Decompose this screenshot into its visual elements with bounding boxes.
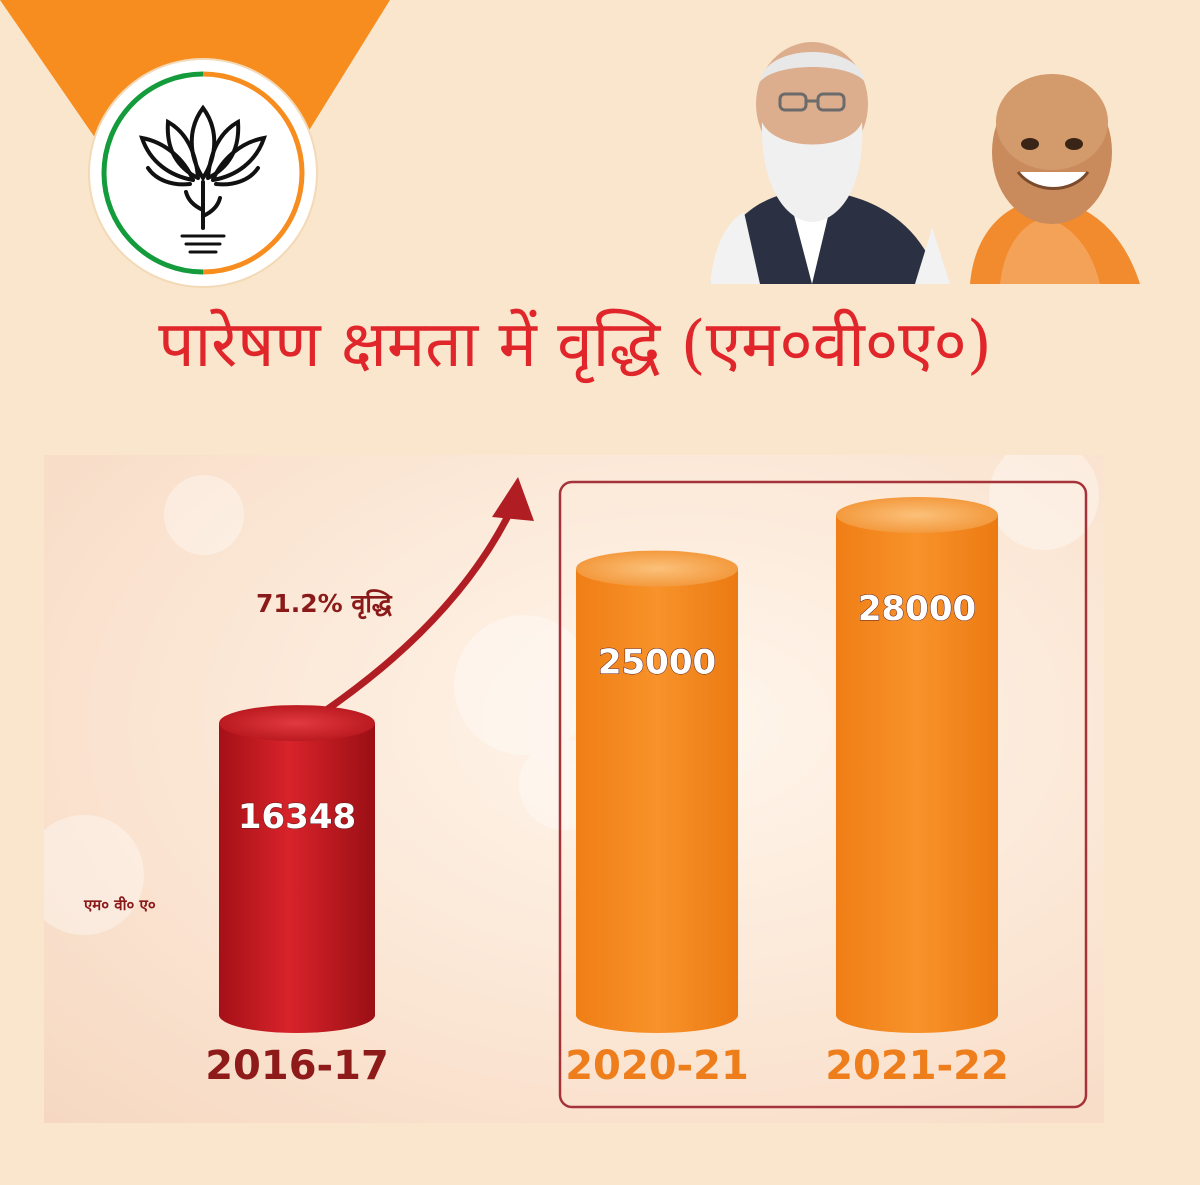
party-logo [90,60,316,286]
bar-2016-17 [219,723,375,1033]
unit-label: एम० वी० ए० [83,896,156,914]
bar-2020-21 [576,568,738,1033]
bar-top-2020-21 [576,550,738,587]
lotus-icon [139,104,267,254]
value-label-2020-21: 25000 [598,643,716,683]
leaders-photo [700,22,1170,284]
bar-chart: 71.2% वृद्धि 16348 2016-17 25000 2020-21 280… [44,455,1099,1109]
category-label-2016-17: 2016-17 [205,1043,389,1089]
category-label-2021-22: 2021-22 [825,1043,1009,1089]
bar-top-2016-17 [219,705,375,742]
chart-panel: 71.2% वृद्धि 16348 2016-17 25000 2020-21 280… [44,455,1104,1123]
page-title: पारेषण क्षमता में वृद्धि (एम०वी०ए०) [158,308,992,382]
person-right [970,74,1140,284]
bar-2021-22 [836,515,998,1033]
value-label-2021-22: 28000 [858,589,976,629]
highlight-frame [558,480,1088,1109]
person-left [710,42,950,284]
category-label-2020-21: 2020-21 [565,1043,749,1089]
value-label-2016-17: 16348 [238,797,356,837]
bar-top-2021-22 [836,497,998,533]
growth-annotation: 71.2% वृद्धि [256,589,393,620]
bars-group: 16348 2016-17 25000 2020-21 28000 2021-22 [205,497,1009,1089]
